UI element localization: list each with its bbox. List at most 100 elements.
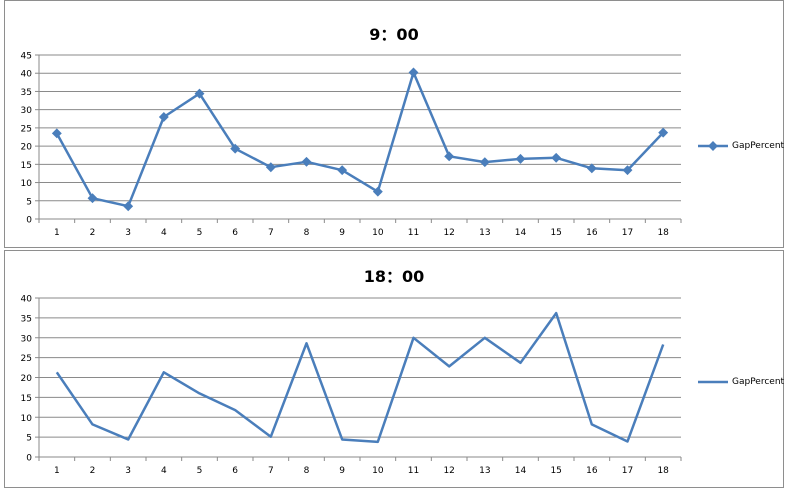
data-point — [162, 371, 165, 374]
x-tick-label: 1 — [54, 228, 60, 238]
x-tick-label: 8 — [304, 228, 310, 238]
y-tick-label: 35 — [21, 88, 32, 98]
x-tick-label: 12 — [443, 466, 454, 476]
data-point-marker — [479, 157, 490, 168]
data-point-marker — [372, 186, 383, 197]
y-tick-label: 40 — [21, 70, 33, 80]
x-tick-label: 9 — [339, 466, 345, 476]
x-tick-label: 7 — [268, 466, 274, 476]
y-tick-label: 20 — [21, 374, 33, 384]
data-point — [519, 361, 522, 364]
y-tick-label: 10 — [21, 414, 33, 424]
data-point-marker — [158, 112, 169, 122]
data-point-marker — [265, 162, 276, 173]
data-point — [305, 342, 308, 345]
data-point-marker — [230, 143, 241, 154]
data-point — [662, 343, 665, 346]
x-tick-label: 2 — [90, 466, 96, 476]
x-tick-label: 14 — [515, 228, 527, 238]
y-tick-label: 5 — [26, 434, 32, 444]
x-tick-label: 18 — [657, 228, 669, 238]
x-tick-label: 4 — [161, 228, 167, 238]
x-tick-label: 1 — [54, 466, 60, 476]
y-tick-label: 30 — [21, 106, 33, 116]
data-point — [448, 365, 451, 368]
data-point-marker — [301, 156, 312, 167]
data-point — [412, 336, 415, 339]
data-point-marker — [586, 163, 597, 174]
y-tick-label: 15 — [21, 394, 32, 404]
x-tick-label: 7 — [268, 228, 274, 238]
x-tick-label: 16 — [586, 466, 598, 476]
legend: GapPercent — [698, 141, 784, 151]
data-point-marker — [551, 152, 562, 163]
data-point — [376, 440, 379, 443]
legend-line-marker-icon — [698, 141, 728, 151]
data-point — [483, 336, 486, 339]
data-point — [590, 423, 593, 426]
y-tick-label: 0 — [26, 216, 32, 226]
legend: GapPercent — [698, 377, 784, 387]
x-tick-label: 5 — [197, 228, 203, 238]
y-tick-label: 15 — [21, 161, 32, 171]
chart-title: 9：00 — [369, 25, 419, 44]
data-point — [198, 392, 201, 395]
x-tick-label: 3 — [125, 228, 131, 238]
legend-label: GapPercent — [732, 141, 785, 151]
x-tick-label: 18 — [657, 466, 669, 476]
x-tick-label: 4 — [161, 466, 167, 476]
x-tick-label: 6 — [232, 466, 238, 476]
x-tick-label: 13 — [479, 466, 490, 476]
x-tick-label: 6 — [232, 228, 238, 238]
chart-title: 18：00 — [363, 267, 425, 286]
data-point-marker — [87, 193, 98, 204]
data-point-marker — [123, 201, 134, 212]
y-tick-label: 35 — [21, 314, 32, 324]
data-point-marker — [622, 165, 633, 176]
series-line — [55, 311, 665, 444]
data-point-marker — [408, 67, 419, 78]
data-point-marker — [658, 127, 669, 138]
x-tick-label: 12 — [443, 228, 454, 238]
data-point — [555, 312, 558, 315]
chart-9am[interactable]: 9：00 0 5 10 15 20 25 30 35 40 45 1 2 3 4 5 6 7 8 9 10 11 12 13… — [4, 0, 784, 248]
data-point-marker — [515, 153, 526, 164]
x-tick-label: 15 — [550, 466, 561, 476]
x-tick-label: 8 — [304, 466, 310, 476]
x-tick-label: 17 — [622, 466, 633, 476]
x-tick-label: 14 — [515, 466, 527, 476]
data-point — [55, 371, 58, 374]
x-tick-label: 11 — [408, 228, 419, 238]
x-tick-label: 13 — [479, 228, 490, 238]
x-tick-label: 10 — [372, 466, 384, 476]
x-tick-label: 5 — [197, 466, 203, 476]
data-point-marker — [444, 151, 455, 162]
series-line — [55, 71, 665, 208]
y-tick-label: 10 — [21, 179, 33, 189]
y-tick-label: 30 — [21, 334, 33, 344]
data-point — [127, 438, 130, 441]
legend-label: GapPercent — [732, 377, 785, 387]
y-tick-label: 5 — [26, 197, 32, 207]
y-tick-label: 45 — [21, 52, 32, 62]
data-point-marker — [337, 165, 348, 176]
legend-line-icon — [698, 380, 728, 384]
data-point — [91, 423, 94, 426]
x-tick-label: 2 — [90, 228, 96, 238]
chart-6pm[interactable]: 18：00 0 5 10 15 20 25 30 35 40 1 2 3 4 5 6 7 8 9 10 11 12 13 1… — [4, 250, 784, 488]
x-tick-label: 9 — [339, 228, 345, 238]
y-tick-label: 25 — [21, 124, 32, 134]
y-tick-label: 25 — [21, 354, 32, 364]
x-tick-label: 10 — [372, 228, 384, 238]
data-point-marker — [51, 128, 62, 139]
x-tick-label: 17 — [622, 228, 633, 238]
data-point — [269, 435, 272, 438]
data-point — [234, 409, 237, 412]
y-tick-label: 40 — [21, 295, 33, 305]
x-tick-label: 11 — [408, 466, 419, 476]
x-tick-label: 3 — [125, 466, 131, 476]
y-tick-label: 20 — [21, 143, 33, 153]
y-tick-label: 0 — [26, 454, 32, 464]
